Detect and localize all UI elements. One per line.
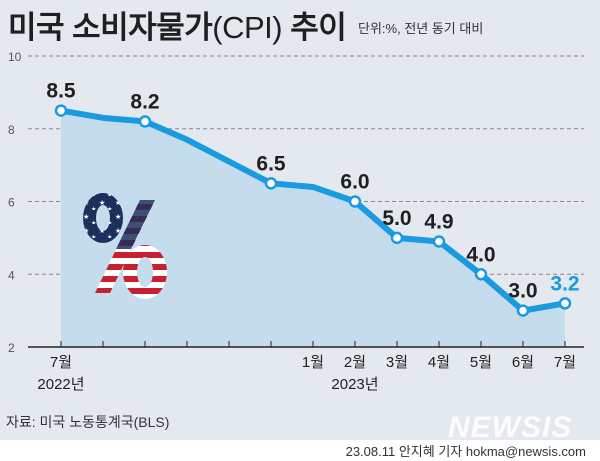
data-point-marker: [138, 115, 152, 128]
area-fill: [61, 110, 565, 347]
data-point-marker: [348, 195, 362, 208]
data-value-label: 8.2: [130, 90, 159, 113]
year-label: 2022년: [37, 376, 84, 393]
data-value-label: 3.0: [508, 280, 537, 303]
title-cpi: (CPI): [212, 10, 283, 45]
data-point-marker: [474, 268, 488, 281]
data-point-marker: [54, 104, 68, 117]
x-tick-label: 6월: [512, 354, 534, 371]
data-value-label: 6.5: [256, 152, 286, 175]
y-tick-label: 2: [8, 341, 15, 355]
source-note: 자료: 미국 노동통계국(BLS): [6, 414, 170, 430]
x-tick-label: 4월: [428, 354, 450, 371]
year-label: 2023년: [331, 376, 378, 393]
percent-flag-icon: [83, 193, 167, 299]
y-tick-label: 6: [8, 196, 15, 210]
data-point-marker: [264, 177, 278, 190]
data-markers: [54, 104, 572, 317]
y-axis-ticks: 2 4 6 8 10: [8, 50, 22, 355]
y-tick-label: 4: [8, 268, 15, 282]
data-point-marker: [432, 235, 446, 248]
x-tick-label: 5월: [470, 354, 492, 371]
credit-line: 23.08.11 안지혜 기자 hokma@newsis.com: [345, 444, 586, 459]
data-value-label: 5.0: [382, 207, 411, 230]
title-trend: 추이: [282, 10, 347, 45]
x-tick-label: 3월: [386, 354, 408, 371]
y-tick-label: 10: [8, 50, 22, 64]
x-tick-label: 2월: [344, 354, 366, 371]
data-value-label: 4.9: [424, 211, 453, 234]
data-labels: 8.5 8.2 6.5 6.0 5.0 4.9 4.0 3.0 3.2: [46, 80, 579, 303]
x-tick-label: 7월: [554, 354, 576, 371]
x-tick-label: 1월: [302, 354, 324, 371]
newsis-logo: NEWSIS: [448, 411, 573, 444]
x-tick-label: 7월: [50, 354, 72, 371]
title-main: 미국 소비자물가: [8, 10, 213, 45]
data-point-marker: [390, 231, 404, 245]
data-value-label: 6.0: [340, 171, 369, 194]
x-axis-ticks: 7월 1월 2월 3월 4월 5월 6월 7월 2022년 2023년: [37, 341, 576, 393]
data-value-label: 3.2: [550, 272, 579, 295]
chart-title: 미국 소비자물가(CPI) 추이: [8, 2, 347, 47]
data-value-label: 8.5: [46, 80, 76, 103]
unit-note: 단위:%, 전년 동기 대비: [358, 21, 484, 36]
y-tick-label: 8: [8, 123, 15, 137]
data-point-marker: [516, 304, 530, 317]
data-value-label: 4.0: [466, 243, 495, 266]
data-point-marker: [558, 297, 572, 310]
